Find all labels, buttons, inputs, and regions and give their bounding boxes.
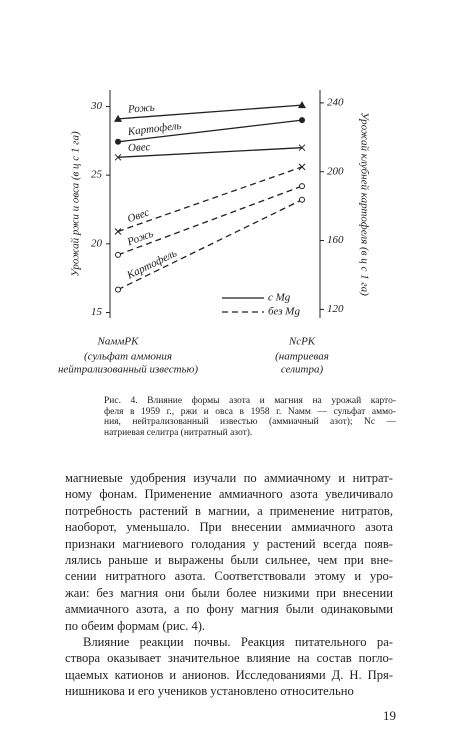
series-label: Картофель	[124, 247, 179, 282]
caption-line: ния, нейтрализованный известью (аммиачны…	[104, 417, 396, 427]
text-line: щаемых катионов и анионов. Исследованиям…	[65, 667, 393, 682]
x-tick-note: (сульфат аммония	[84, 351, 172, 363]
marker	[298, 101, 306, 109]
marker	[115, 286, 121, 293]
marker	[299, 196, 305, 203]
caption-line: натриевая селитра (нитратный азот).	[104, 427, 253, 438]
x-tick-label: NсPK	[288, 336, 316, 348]
y-axis-label: Урожай ржи и овса (в ц с 1 га)	[70, 131, 82, 277]
legend-label: с Mg	[268, 292, 291, 304]
y-tick-label: 30	[90, 100, 103, 112]
text-line: сении нитратного азота. Соответствовали …	[65, 569, 393, 584]
text-line: нишникова и его учеников установлено отн…	[65, 684, 354, 699]
chart: 15 20 25 30 120 160 200 240 Урожай ржи и овса (в…	[58, 90, 370, 376]
y-tick-label: 15	[91, 306, 103, 318]
series-line	[117, 119, 303, 143]
text-line: Влияние реакции почвы. Реакция питательн…	[83, 635, 393, 650]
caption-line: Рис. 4. Влияние формы азота и магния на …	[104, 396, 396, 406]
marker	[114, 228, 122, 235]
x-tick-label: NаммPK	[97, 336, 140, 348]
page-number: 19	[383, 708, 396, 723]
series-line	[117, 104, 303, 120]
y2-tick-label: 120	[327, 303, 344, 315]
y2-tick-label: 240	[327, 96, 344, 108]
series-label: Овес	[128, 141, 151, 154]
y2-axis-label: Урожай клубней картофеля (в ц с 1 га)	[358, 112, 370, 296]
caption-line: феля в 1959 г., ржи и овса в 1958 г. Nам…	[104, 406, 396, 417]
marker	[298, 163, 306, 171]
text-line: по обеим формам (рис. 4).	[65, 618, 206, 633]
legend-label: без Mg	[268, 306, 300, 318]
text-line: ному фонам. Применение аммиачного азота …	[65, 487, 393, 502]
text-line: лялись раньше и выражены были сильнее, ч…	[65, 553, 393, 568]
text-line: аммиачного азота, а по фону магния были …	[65, 602, 393, 617]
marker	[299, 117, 305, 124]
x-tick-note: селитра)	[281, 364, 324, 376]
marker	[115, 138, 121, 145]
series-line	[117, 199, 303, 291]
x-tick-note: (натриевая	[275, 351, 329, 363]
x-tick-note: нейтрализованный известью)	[58, 364, 198, 376]
y2-tick-label: 200	[327, 165, 344, 177]
series-line	[117, 166, 303, 233]
body-text: магниевые удобрения изучали по аммиачном…	[65, 470, 393, 700]
marker	[298, 144, 306, 152]
y2-tick-label: 160	[327, 234, 344, 246]
series-line	[117, 185, 303, 256]
text-line: потребность растений в магнии, а примене…	[65, 503, 393, 518]
y-tick-label: 25	[91, 169, 103, 181]
series-line	[117, 147, 303, 158]
text-line: наоборот, уменьшало. При внесении аммиач…	[65, 520, 393, 535]
marker	[115, 251, 121, 258]
text-line: признаки магниевого голодания у растений…	[65, 536, 393, 551]
text-line: жаи: без магния они были более низкими п…	[65, 585, 393, 600]
series-label: Овес	[126, 206, 151, 225]
y-tick-label: 20	[91, 237, 103, 249]
figure-caption: Рис. 4. Влияние формы азота и магния на …	[104, 396, 396, 438]
marker	[114, 114, 122, 122]
marker	[299, 183, 305, 190]
text-line: магниевые удобрения изучали по аммиачном…	[65, 471, 393, 485]
series-label: Рожь	[127, 102, 156, 116]
text-line: створа оказывает значительное влияние на…	[65, 651, 393, 666]
marker	[114, 153, 122, 161]
series-label: Рожь	[125, 228, 155, 249]
